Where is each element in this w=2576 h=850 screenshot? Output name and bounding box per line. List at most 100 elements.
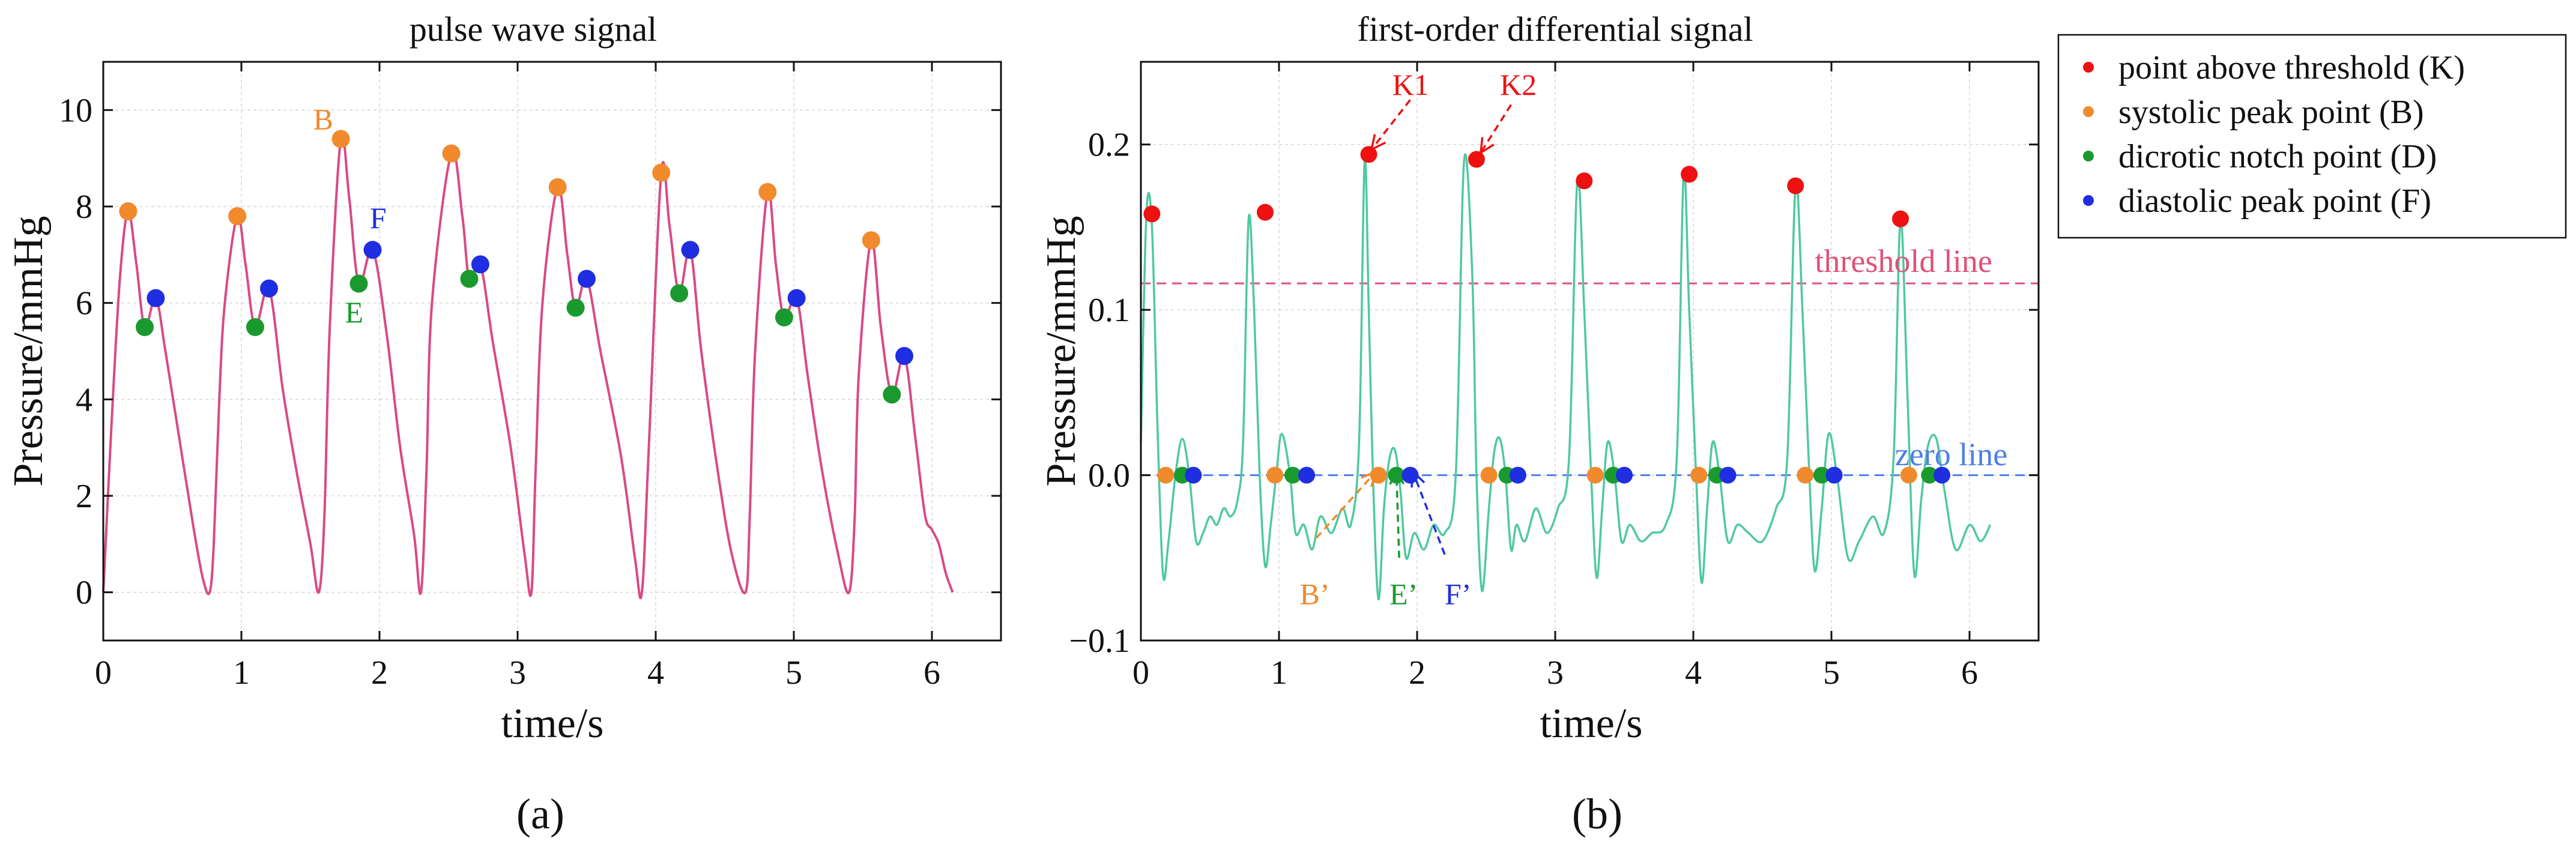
chart-a-point-b [548, 178, 567, 196]
chart-b-point-d [1388, 466, 1405, 484]
chart-a-point-b [228, 207, 247, 226]
chart-a-xtick-label: 1 [233, 654, 250, 692]
chart-b-point-d [1813, 466, 1830, 484]
chart-a-caption: (a) [516, 790, 564, 838]
chart-b-ytick-label: 0.1 [1088, 292, 1130, 329]
chart-a-xlabel: time/s [501, 701, 603, 747]
chart-b-point-k [1576, 172, 1593, 190]
chart-a-series-line [102, 133, 954, 600]
chart-a-point-f [681, 241, 700, 259]
chart-a-ytick-label: 0 [76, 574, 92, 612]
chart-a-frame [102, 61, 1002, 642]
chart-b-point-f [1298, 466, 1315, 484]
chart-a-ylabel: Pressure/mmHg [5, 216, 52, 486]
chart-b-point-b [1370, 466, 1387, 484]
chart-a: pulse wave signal B F E 0 2 4 6 8 10 0 1 2 3 4 5 6 Pre… [5, 10, 1002, 838]
chart-b-point-f [1719, 466, 1737, 484]
chart-a-point-f [363, 241, 382, 259]
chart-a-point-d [775, 308, 793, 327]
chart-b-point-k [1257, 203, 1274, 221]
chart-b-xtick-label: 1 [1271, 654, 1287, 692]
chart-b-ytick-label: 0.2 [1088, 127, 1130, 164]
chart-a-point-b [652, 163, 671, 182]
chart-a-point-d [566, 298, 585, 317]
legend-marker-d [2083, 151, 2094, 161]
chart-a-annotation-b: B [313, 102, 333, 136]
chart-a-point-f [578, 270, 596, 288]
chart-a-point-b [331, 130, 350, 148]
chart-a-point-f [787, 289, 806, 307]
arrow-e-prime [1395, 470, 1400, 558]
chart-b-label-k2: K2 [1500, 68, 1537, 101]
chart-b-point-b [1797, 466, 1814, 484]
chart-a-annotation-f: F [370, 201, 387, 235]
chart-b-point-k [1681, 166, 1698, 183]
chart-a-title: pulse wave signal [410, 10, 657, 49]
chart-b-series [1140, 153, 1992, 600]
chart-a-annotations: B F E [313, 102, 387, 328]
legend-label-k: point above threshold (K) [2118, 49, 2465, 86]
chart-a-gridlines [103, 62, 1001, 641]
chart-b-point-f [1509, 466, 1526, 484]
chart-a-xtick-label: 4 [647, 654, 664, 692]
chart-b-point-b [1586, 466, 1604, 484]
chart-a-xtick-label: 2 [371, 654, 388, 692]
chart-a-ytick-label: 4 [76, 381, 92, 418]
chart-b-gridlines [1140, 62, 2039, 641]
chart-a-point-b [758, 182, 777, 201]
chart-b-point-k [1143, 205, 1161, 223]
chart-b-point-d [1284, 466, 1301, 484]
chart-a-ytick-label: 2 [76, 478, 92, 515]
legend-frame [2057, 34, 2567, 239]
chart-a-point-d [349, 274, 368, 293]
chart-b-point-f [1616, 466, 1633, 484]
chart-a-point-b [862, 231, 880, 250]
chart-b-point-k [1360, 146, 1377, 163]
chart-a-annotation-e: E [345, 295, 364, 329]
chart-a-ticks: 0 2 4 6 8 10 0 1 2 3 4 5 6 [59, 62, 1001, 692]
chart-a-xtick-label: 3 [509, 654, 526, 692]
chart-b-points [1143, 146, 1950, 484]
chart-a-point-d [136, 318, 154, 336]
chart-b-ticks: −0.1 0.0 0.1 0.2 0 1 2 3 4 5 6 [1069, 62, 2039, 692]
chart-a-point-d [246, 318, 264, 336]
legend-label-b: systolic peak point (B) [2118, 94, 2424, 131]
chart-a-point-f [471, 255, 489, 274]
chart-b-label-ep: E’ [1389, 577, 1418, 610]
chart-a-point-d [883, 385, 901, 404]
chart-b-xtick-label: 2 [1409, 654, 1426, 692]
chart-b-point-k [1892, 210, 1909, 228]
chart-b-xtick-label: 0 [1132, 654, 1149, 692]
chart-b-series-line [1140, 153, 1992, 600]
chart-a-xtick-label: 5 [785, 654, 802, 692]
chart-a-point-f [260, 279, 278, 298]
chart-b-label-threshold: threshold line [1815, 243, 1992, 279]
chart-a-point-b [119, 202, 138, 221]
arrow-k2-head [1479, 137, 1495, 155]
chart-b-ytick-label: −0.1 [1069, 622, 1130, 660]
chart-a-ytick-label: 6 [76, 285, 92, 322]
chart-b-caption: (b) [1572, 790, 1622, 838]
chart-b: first-order differential signal threshol… [1038, 10, 2040, 838]
chart-a-xtick-label: 6 [924, 654, 940, 692]
chart-b-point-b [1157, 466, 1175, 484]
chart-b-point-f [1825, 466, 1843, 484]
chart-a-ytick-label: 10 [59, 92, 92, 129]
chart-a-point-d [460, 270, 479, 288]
legend-marker-k [2083, 62, 2094, 73]
chart-b-ylabel: Pressure/mmHg [1038, 216, 1084, 486]
chart-b-point-k [1787, 177, 1804, 194]
chart-a-point-f [147, 289, 165, 307]
chart-b-point-b [1690, 466, 1708, 484]
chart-b-point-k [1468, 151, 1485, 168]
chart-a-point-d [670, 284, 689, 303]
chart-b-point-d [1921, 466, 1938, 484]
chart-b-point-b [1900, 466, 1917, 484]
chart-b-title: first-order differential signal [1357, 10, 1753, 49]
chart-b-xtick-label: 3 [1547, 654, 1564, 692]
chart-b-xtick-label: 6 [1961, 654, 1978, 692]
chart-b-xtick-label: 4 [1685, 654, 1702, 692]
chart-b-point-f [1185, 466, 1202, 484]
chart-b-label-fp: F’ [1445, 577, 1471, 610]
